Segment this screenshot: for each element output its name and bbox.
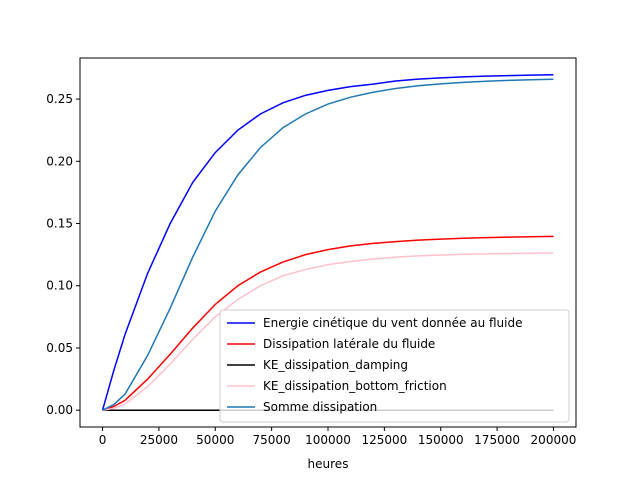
x-tick-label: 150000 [418, 433, 464, 447]
y-tick-label: 0.15 [46, 217, 73, 231]
y-tick-label: 0.05 [46, 341, 73, 355]
y-tick-label: 0.10 [46, 279, 73, 293]
x-axis: 0 25000 50000 75000 100000 125000 150000 175000… [99, 427, 577, 447]
legend-entry-label: KE_dissipation_damping [263, 358, 408, 372]
legend-entry-label: Dissipation latérale du fluide [263, 337, 435, 351]
legend-entry-label: Somme dissipation [263, 400, 377, 414]
y-tick-label: 0.00 [46, 403, 73, 417]
y-tick-label: 0.25 [46, 92, 73, 106]
series-line-1 [101, 74, 554, 411]
series-line-4 [102, 252, 554, 411]
legend: Energie cinétique du vent donnée au flui… [219, 309, 570, 423]
series-line-5 [102, 78, 554, 411]
legend-entry-label: Energie cinétique du vent donnée au flui… [263, 316, 523, 330]
x-tick-label: 200000 [531, 433, 577, 447]
x-tick-label: 100000 [305, 433, 351, 447]
x-tick-label: 50000 [196, 433, 234, 447]
y-axis: 0.00 0.05 0.10 0.15 0.20 0.25 [46, 92, 80, 417]
x-tick-label: 25000 [140, 433, 178, 447]
x-tick-label: 125000 [361, 433, 407, 447]
x-tick-label: 175000 [474, 433, 520, 447]
series-line-2 [102, 235, 554, 411]
x-tick-label: 0 [99, 433, 107, 447]
y-tick-label: 0.20 [46, 154, 73, 168]
legend-entry-label: KE_dissipation_bottom_friction [263, 379, 447, 393]
x-axis-label: heures [308, 457, 349, 471]
x-tick-label: 75000 [253, 433, 291, 447]
legend-box [219, 309, 570, 423]
